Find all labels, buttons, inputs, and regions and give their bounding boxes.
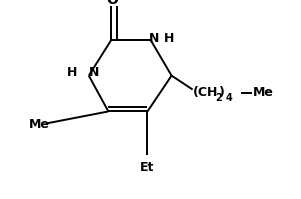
Text: N: N [89,66,99,79]
Text: N: N [149,32,159,45]
Text: Me: Me [29,118,49,131]
Text: 2: 2 [215,93,222,102]
Text: H: H [67,66,78,79]
Text: H: H [163,32,174,45]
Text: 4: 4 [225,93,232,102]
Text: O: O [106,0,118,7]
Text: (CH: (CH [193,86,218,99]
Text: Et: Et [140,161,155,174]
Text: ): ) [219,86,225,99]
Text: Me: Me [253,86,274,99]
